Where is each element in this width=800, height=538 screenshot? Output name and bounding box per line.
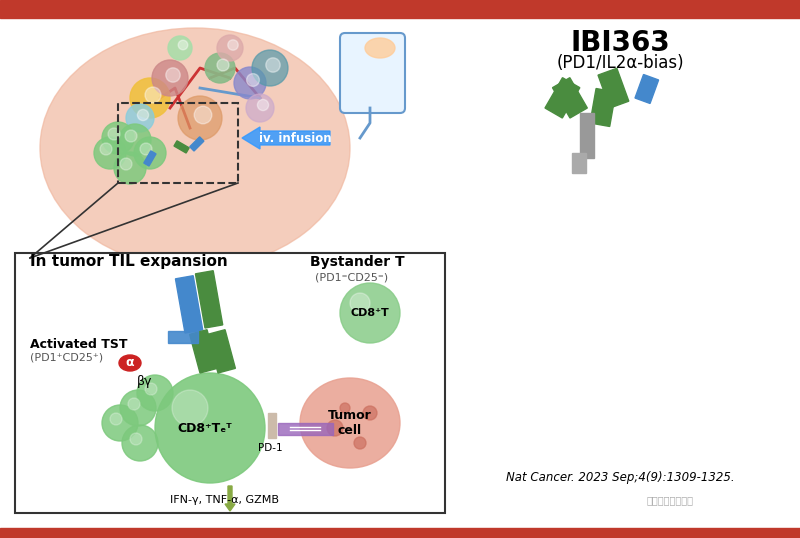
- Circle shape: [217, 35, 243, 61]
- Circle shape: [340, 403, 350, 413]
- Text: Activated TST: Activated TST: [30, 338, 127, 351]
- Circle shape: [246, 74, 259, 87]
- Circle shape: [134, 137, 166, 169]
- Circle shape: [102, 122, 134, 154]
- Ellipse shape: [40, 28, 350, 268]
- Bar: [572, 153, 586, 173]
- Circle shape: [194, 106, 212, 124]
- Text: CD8⁺T: CD8⁺T: [350, 308, 390, 318]
- Text: Bystander T: Bystander T: [310, 255, 405, 269]
- Text: iv. infusion: iv. infusion: [258, 131, 331, 145]
- Circle shape: [354, 437, 366, 449]
- Circle shape: [152, 60, 188, 96]
- Circle shape: [145, 383, 157, 395]
- Bar: [268, 413, 276, 438]
- Circle shape: [234, 67, 266, 99]
- Bar: [195, 271, 222, 328]
- Ellipse shape: [119, 355, 141, 371]
- Circle shape: [258, 100, 269, 111]
- Text: Tumor
cell: Tumor cell: [328, 409, 372, 437]
- Circle shape: [168, 36, 192, 60]
- Text: Nat Cancer. 2023 Sep;4(9):1309-1325.: Nat Cancer. 2023 Sep;4(9):1309-1325.: [506, 471, 734, 485]
- Bar: [278, 423, 333, 435]
- Bar: [590, 89, 616, 126]
- Text: α: α: [126, 357, 134, 370]
- Bar: [208, 330, 235, 373]
- Bar: [580, 113, 594, 158]
- Text: CD8⁺Tₑᵀ: CD8⁺Tₑᵀ: [178, 421, 232, 435]
- Bar: [553, 77, 587, 118]
- Text: IFN-γ, TNF-α, GZMB: IFN-γ, TNF-α, GZMB: [170, 495, 279, 505]
- Circle shape: [145, 87, 161, 103]
- Circle shape: [126, 104, 154, 132]
- Bar: [0, 528, 800, 538]
- Circle shape: [122, 425, 158, 461]
- Text: In tumor TIL expansion: In tumor TIL expansion: [30, 254, 228, 269]
- FancyBboxPatch shape: [15, 253, 445, 513]
- Circle shape: [130, 78, 170, 118]
- Bar: [635, 74, 658, 103]
- Circle shape: [138, 109, 149, 121]
- Circle shape: [340, 283, 400, 343]
- Circle shape: [217, 59, 229, 71]
- Circle shape: [119, 124, 151, 156]
- Ellipse shape: [365, 38, 395, 58]
- Circle shape: [363, 406, 377, 420]
- Circle shape: [100, 143, 112, 155]
- Circle shape: [128, 398, 140, 410]
- Circle shape: [166, 68, 180, 82]
- Bar: [0, 0, 800, 18]
- Circle shape: [130, 433, 142, 445]
- Circle shape: [94, 137, 126, 169]
- Bar: [168, 331, 198, 343]
- Circle shape: [246, 94, 274, 122]
- Circle shape: [178, 40, 188, 50]
- Text: (PD1/IL2α-bias): (PD1/IL2α-bias): [556, 54, 684, 72]
- Circle shape: [125, 130, 137, 142]
- Bar: [598, 68, 629, 108]
- Bar: [190, 137, 204, 151]
- Circle shape: [108, 128, 120, 140]
- Circle shape: [327, 420, 343, 436]
- Circle shape: [120, 390, 156, 426]
- Ellipse shape: [300, 378, 400, 468]
- Circle shape: [114, 152, 146, 184]
- FancyArrow shape: [225, 486, 235, 511]
- Circle shape: [228, 40, 238, 50]
- Bar: [175, 275, 202, 333]
- Text: (PD1⁺CD25⁺): (PD1⁺CD25⁺): [30, 352, 103, 362]
- Text: PD-1: PD-1: [258, 443, 282, 453]
- FancyBboxPatch shape: [340, 33, 405, 113]
- Bar: [144, 151, 156, 166]
- Circle shape: [350, 293, 370, 313]
- Circle shape: [140, 143, 152, 155]
- Circle shape: [120, 158, 132, 170]
- Circle shape: [137, 375, 173, 411]
- Text: IBI363: IBI363: [570, 29, 670, 57]
- Circle shape: [102, 405, 138, 441]
- Circle shape: [252, 50, 288, 86]
- Circle shape: [266, 58, 280, 72]
- Bar: [190, 330, 218, 373]
- Text: 雪球：文康想回本: 雪球：文康想回本: [646, 495, 694, 505]
- Bar: [118, 103, 238, 183]
- Circle shape: [205, 53, 235, 83]
- Circle shape: [178, 96, 222, 140]
- Circle shape: [172, 390, 208, 426]
- Bar: [545, 77, 580, 118]
- Circle shape: [110, 413, 122, 425]
- Circle shape: [155, 373, 265, 483]
- Bar: [174, 141, 189, 153]
- Text: (PD1⁼CD25⁼): (PD1⁼CD25⁼): [315, 272, 388, 282]
- FancyArrow shape: [242, 127, 330, 149]
- Text: βγ: βγ: [138, 374, 153, 387]
